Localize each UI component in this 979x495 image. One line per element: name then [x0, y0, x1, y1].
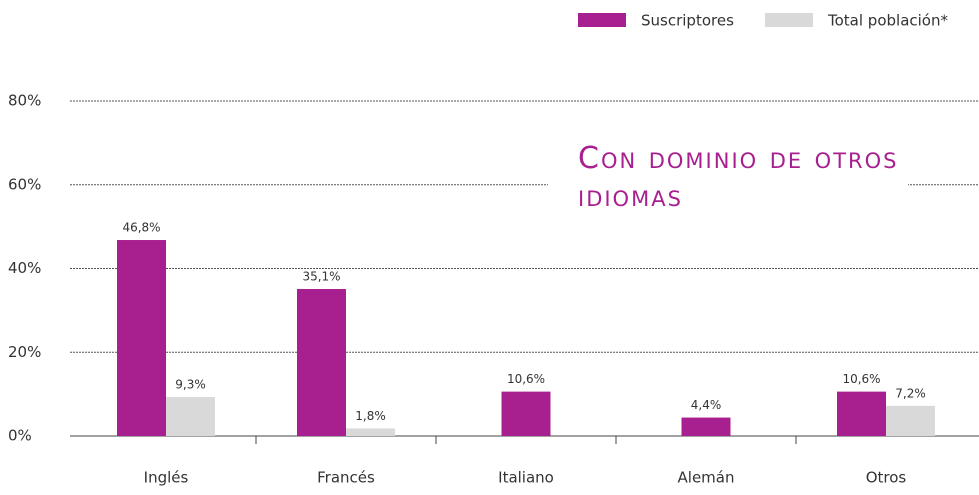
bar: [837, 391, 886, 436]
value-label: 35,1%: [302, 270, 340, 284]
y-tick-label: 80%: [8, 92, 41, 110]
y-tick-label: 20%: [8, 343, 41, 361]
value-label: 1,8%: [355, 409, 386, 423]
bar: [346, 428, 395, 436]
y-tick-label: 60%: [8, 175, 41, 193]
x-tick-label: Francés: [317, 469, 375, 487]
bar: [681, 417, 731, 436]
bar: [501, 391, 551, 436]
legend-label: Total población*: [827, 12, 948, 30]
bar: [117, 240, 166, 436]
bar: [166, 397, 215, 436]
x-tick-label: Italiano: [498, 469, 554, 487]
value-label: 10,6%: [507, 372, 545, 386]
y-tick-label: 40%: [8, 259, 41, 277]
bar: [297, 289, 346, 436]
value-label: 7,2%: [895, 386, 926, 400]
y-tick-label: 0%: [8, 427, 32, 445]
legend-swatch: [765, 13, 813, 27]
value-label: 9,3%: [175, 378, 206, 392]
value-label: 4,4%: [691, 398, 722, 412]
legend-label: Suscriptores: [641, 12, 734, 30]
x-tick-label: Otros: [866, 469, 907, 487]
value-label: 46,8%: [122, 221, 160, 235]
value-label: 10,6%: [842, 372, 880, 386]
bar: [886, 405, 935, 436]
x-tick-label: Alemán: [678, 469, 735, 487]
x-tick-label: Inglés: [144, 469, 189, 487]
chart-title: Con dominio de otros idiomas: [548, 140, 908, 216]
legend-swatch: [578, 13, 626, 27]
